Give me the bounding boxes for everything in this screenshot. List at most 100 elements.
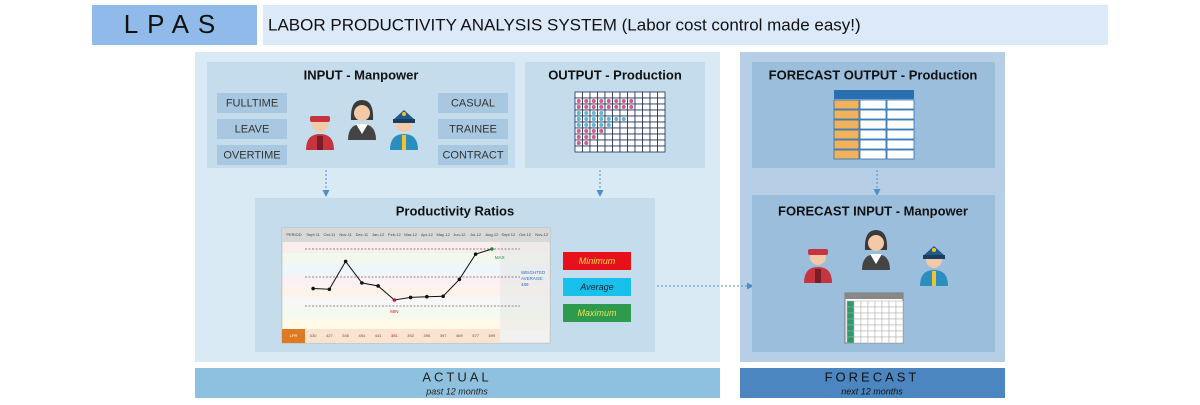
- sheet-cell: [881, 336, 890, 344]
- grid-cell: [649, 103, 658, 111]
- max-label: MAX: [495, 255, 505, 260]
- table-cell: [833, 139, 860, 150]
- sheet-cell: [881, 330, 890, 338]
- button: [217, 145, 287, 165]
- sheet-cell: [874, 336, 883, 344]
- grid-cell: [619, 127, 628, 135]
- sheet-cell: [881, 312, 890, 320]
- sheet-cell: [846, 318, 855, 326]
- grid-dot: [614, 117, 619, 121]
- grid-cell: [649, 115, 658, 123]
- actual-label: ACTUAL: [422, 369, 491, 384]
- average-wrap: WEIGHTED AVERAGE: 489: [521, 270, 545, 287]
- sheet-cell: [867, 306, 876, 314]
- sheet-cell: [874, 312, 883, 320]
- grid-cell: [634, 127, 643, 135]
- grid-cell: [657, 91, 666, 99]
- grid-cell: [642, 115, 651, 123]
- button-label: OVERTIME: [223, 149, 280, 161]
- grid-dot: [576, 129, 581, 133]
- grid-dot: [599, 105, 604, 109]
- month-label: Nov-12: [535, 232, 549, 237]
- table-cell: [886, 129, 915, 140]
- ratio-point: [473, 252, 478, 256]
- table-cell: [833, 119, 860, 130]
- grid-cell: [649, 91, 658, 99]
- min-label: MIN: [390, 309, 398, 314]
- grid-dot: [599, 123, 604, 127]
- sheet-cell: [895, 306, 904, 314]
- sheet-cell: [846, 330, 855, 338]
- ratio-point: [376, 284, 380, 288]
- value-label: 454: [359, 333, 366, 338]
- grid-cell: [657, 139, 666, 147]
- grid-cell: [612, 91, 621, 99]
- table-cell: [859, 139, 887, 150]
- forecast-note: next 12 months: [841, 386, 903, 396]
- grid-cell: [574, 145, 583, 153]
- sheet-cell: [888, 300, 897, 308]
- grid-cell: [649, 97, 658, 105]
- grid-dot: [576, 117, 581, 121]
- grid-cell: [597, 133, 606, 141]
- value-label: 381: [391, 333, 398, 338]
- legend-label: Average: [579, 282, 613, 292]
- grid-cell: [634, 91, 643, 99]
- grid-cell: [627, 109, 636, 117]
- row-band: [282, 319, 550, 330]
- legend-label: Maximum: [577, 308, 617, 318]
- sheet-cell: [853, 312, 862, 320]
- grid-cell: [649, 145, 658, 153]
- grid-dot: [599, 99, 604, 103]
- grid-dot: [606, 123, 611, 127]
- grid-cell: [642, 133, 651, 141]
- grid-dot: [599, 117, 604, 121]
- grid-cell: [649, 133, 658, 141]
- grid-cell: [612, 145, 621, 153]
- grid-dot: [584, 123, 589, 127]
- month-label: Dec-11: [356, 232, 369, 237]
- row-band: [282, 253, 550, 264]
- grid-cell: [649, 121, 658, 129]
- grid-cell: [642, 103, 651, 111]
- value-label: 577: [472, 333, 479, 338]
- actual-bar: [195, 368, 720, 398]
- button-label: TRAINEE: [449, 123, 497, 135]
- grid-cell: [642, 139, 651, 147]
- grid-dot: [576, 141, 581, 145]
- grid-cell: [634, 115, 643, 123]
- sheet-cell: [853, 330, 862, 338]
- sheet-cell: [860, 300, 869, 308]
- grid-dot: [606, 117, 611, 121]
- grid-dot: [584, 111, 589, 115]
- sheet-cell: [853, 324, 862, 332]
- grid-cell: [642, 127, 651, 135]
- sheet-cell: [867, 300, 876, 308]
- grid-cell: [604, 133, 613, 141]
- grid-cell: [627, 115, 636, 123]
- grid-cell: [642, 121, 651, 129]
- button: [438, 145, 508, 165]
- sheet-cell: [846, 336, 855, 344]
- value-label: 599: [489, 333, 496, 338]
- output-title: OUTPUT - Production: [548, 67, 682, 82]
- table-cell: [833, 129, 860, 140]
- table-cell: [886, 149, 915, 160]
- grid-cell: [604, 139, 613, 147]
- grid-cell: [619, 139, 628, 147]
- grid-cell: [627, 121, 636, 129]
- sheet-head: [845, 293, 903, 299]
- row-label: LPR: [290, 333, 298, 338]
- grid-cell: [634, 109, 643, 117]
- grid-cell: [657, 145, 666, 153]
- grid-cell: [657, 133, 666, 141]
- sheet-cell: [881, 324, 890, 332]
- grid-cell: [619, 133, 628, 141]
- grid-cell: [627, 91, 636, 99]
- forecast-output-title: FORECAST OUTPUT - Production: [769, 67, 978, 82]
- grid-dot: [599, 129, 604, 133]
- sheet-cell: [853, 318, 862, 326]
- grid-cell: [642, 91, 651, 99]
- ratio-line: [313, 248, 493, 301]
- ratio-point: [490, 247, 494, 251]
